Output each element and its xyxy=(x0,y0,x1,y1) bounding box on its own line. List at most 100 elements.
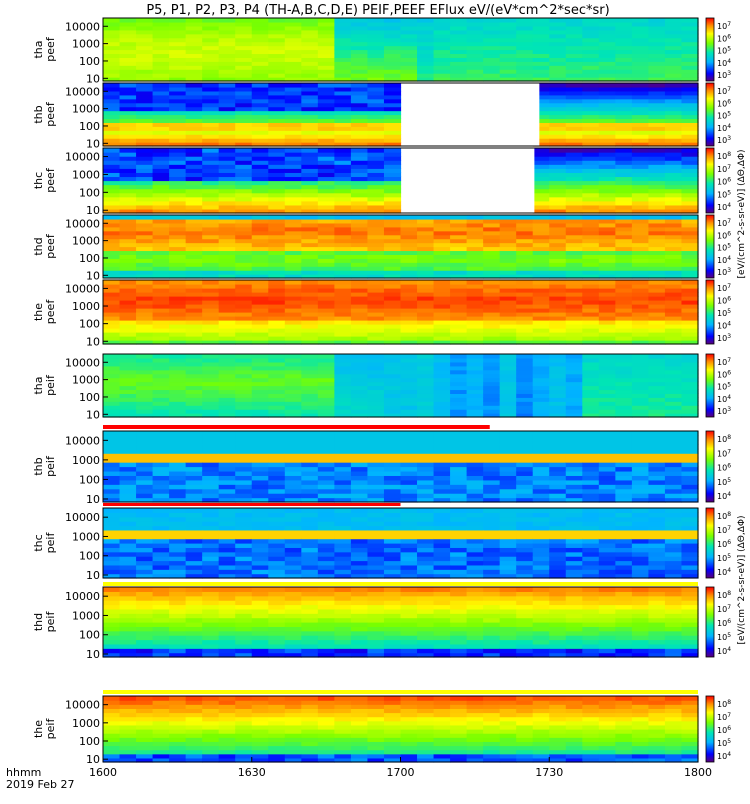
heatmap-cell xyxy=(169,164,186,169)
heatmap-cell xyxy=(632,168,649,173)
heatmap-cell xyxy=(235,332,252,337)
heatmap-cell xyxy=(434,239,451,244)
heatmap-cell xyxy=(681,565,698,570)
heatmap-cell xyxy=(566,181,583,186)
heatmap-cell xyxy=(615,73,632,78)
heatmap-cell xyxy=(665,530,682,535)
heatmap-cell xyxy=(219,556,236,561)
heatmap-cell xyxy=(549,156,566,161)
heatmap-cell xyxy=(434,539,451,544)
heatmap-cell xyxy=(367,471,384,476)
heatmap-cell xyxy=(582,61,599,66)
heatmap-cell xyxy=(367,53,384,58)
heatmap-cell xyxy=(467,539,484,544)
heatmap-cell xyxy=(632,374,649,379)
heatmap-cell xyxy=(401,467,418,472)
heatmap-cell xyxy=(301,393,318,398)
heatmap-cell xyxy=(136,389,153,394)
heatmap-cell xyxy=(169,168,186,173)
heatmap-cell xyxy=(615,401,632,406)
heatmap-cell xyxy=(516,618,533,623)
y-tick-label: 1000 xyxy=(72,103,100,116)
heatmap-cell xyxy=(268,467,285,472)
heatmap-cell xyxy=(681,189,698,194)
heatmap-cell xyxy=(582,530,599,535)
heatmap-cell xyxy=(351,243,368,248)
heatmap-cell xyxy=(268,644,285,649)
heatmap-cell xyxy=(268,635,285,640)
heatmap-cell xyxy=(367,489,384,494)
heatmap-cell xyxy=(202,223,219,228)
heatmap-cell xyxy=(401,409,418,414)
heatmap-cell xyxy=(648,401,665,406)
heatmap-cell xyxy=(318,431,335,436)
heatmap-cell xyxy=(334,26,351,31)
heatmap-cell xyxy=(351,626,368,631)
heatmap-cell xyxy=(648,115,665,120)
heatmap-cell xyxy=(549,508,566,513)
heatmap-cell xyxy=(467,254,484,259)
heatmap-cell xyxy=(483,328,500,333)
heatmap-cell xyxy=(566,362,583,367)
heatmap-cell xyxy=(516,18,533,23)
heatmap-cell xyxy=(549,622,566,627)
heatmap-cell xyxy=(318,126,335,131)
heatmap-cell xyxy=(136,552,153,557)
heatmap-cell xyxy=(665,111,682,116)
heatmap-cell xyxy=(334,618,351,623)
heatmap-cell xyxy=(665,462,682,467)
heatmap-cell xyxy=(648,320,665,325)
heatmap-cell xyxy=(582,596,599,601)
heatmap-cell xyxy=(599,312,616,317)
heatmap-cell xyxy=(186,95,203,100)
heatmap-cell xyxy=(549,609,566,614)
heatmap-cell xyxy=(417,266,434,271)
heatmap-cell xyxy=(153,462,170,467)
heatmap-cell xyxy=(450,61,467,66)
heatmap-cell xyxy=(103,46,120,51)
heatmap-cell xyxy=(681,484,698,489)
heatmap-cell xyxy=(334,316,351,321)
heatmap-cell xyxy=(367,458,384,463)
heatmap-cell xyxy=(582,517,599,522)
heatmap-cell xyxy=(202,644,219,649)
heatmap-cell xyxy=(268,449,285,454)
heatmap-cell xyxy=(367,308,384,313)
heatmap-cell xyxy=(334,296,351,301)
heatmap-cell xyxy=(599,26,616,31)
heatmap-cell xyxy=(186,197,203,202)
heatmap-cell xyxy=(566,205,583,210)
heatmap-cell xyxy=(599,543,616,548)
heatmap-cell xyxy=(549,561,566,566)
heatmap-cell xyxy=(153,543,170,548)
heatmap-cell xyxy=(351,644,368,649)
heatmap-cell xyxy=(301,30,318,35)
heatmap-cell xyxy=(103,247,120,252)
heatmap-cell xyxy=(252,148,269,153)
heatmap-cell xyxy=(417,640,434,645)
heatmap-cell xyxy=(384,462,401,467)
heatmap-cell xyxy=(384,320,401,325)
heatmap-cell xyxy=(665,431,682,436)
heatmap-cell xyxy=(334,547,351,552)
heatmap-cell xyxy=(417,57,434,62)
heatmap-cell xyxy=(186,266,203,271)
heatmap-cell xyxy=(516,61,533,66)
heatmap-cell xyxy=(120,87,137,92)
heatmap-cell xyxy=(599,378,616,383)
heatmap-cell xyxy=(615,168,632,173)
heatmap-cell xyxy=(516,288,533,293)
heatmap-cell xyxy=(318,613,335,618)
heatmap-cell xyxy=(599,201,616,206)
heatmap-cell xyxy=(516,556,533,561)
heatmap-cell xyxy=(318,561,335,566)
heatmap-cell xyxy=(351,530,368,535)
heatmap-cell xyxy=(401,336,418,341)
heatmap-cell xyxy=(384,401,401,406)
heatmap-cell xyxy=(434,324,451,329)
heatmap-cell xyxy=(615,38,632,43)
heatmap-cell xyxy=(120,462,137,467)
heatmap-cell xyxy=(153,172,170,177)
heatmap-cell xyxy=(202,185,219,190)
heatmap-cell xyxy=(169,431,186,436)
